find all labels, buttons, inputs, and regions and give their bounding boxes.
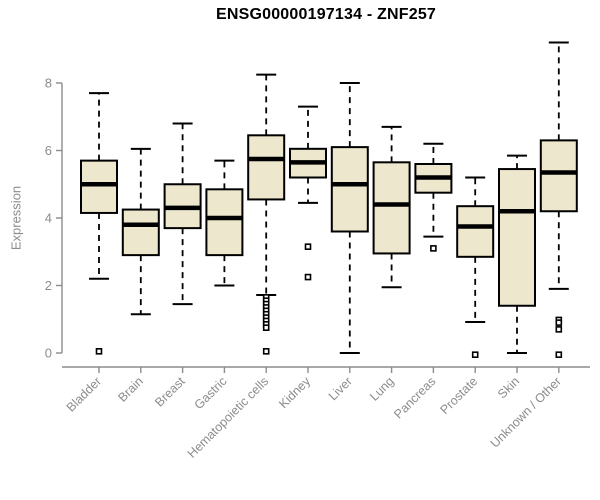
y-tick-label: 2 [45, 278, 52, 293]
outlier-point [471, 351, 479, 358]
box-iqr [205, 188, 244, 257]
box-iqr [80, 159, 118, 214]
x-category-label: Breast [152, 374, 188, 410]
outlier-point [555, 351, 563, 358]
x-category-label: Kidney [276, 374, 313, 411]
x-category-label: Liver [326, 374, 355, 403]
outlier-point [95, 348, 103, 355]
y-tick-label: 6 [45, 143, 52, 158]
outlier-point [555, 319, 563, 326]
outlier-point [262, 348, 270, 355]
box-iqr [372, 161, 411, 255]
x-category-label: Pancreas [391, 374, 438, 421]
x-category-label: Prostate [437, 374, 480, 417]
box-iqr [456, 205, 495, 258]
x-category-label: Gastric [192, 374, 230, 412]
x-category-label: Brain [115, 374, 146, 405]
box-iqr [539, 139, 578, 213]
x-category-label: Bladder [64, 374, 104, 414]
x-category-label: Hematopoietic cells [185, 374, 272, 461]
x-category-label: Unknown / Other [488, 374, 564, 450]
y-tick-label: 0 [45, 346, 52, 361]
y-tick-label: 4 [45, 211, 52, 226]
outlier-point [262, 324, 270, 331]
y-tick-label: 8 [45, 76, 52, 91]
x-category-label: Lung [367, 374, 397, 404]
outlier-point [304, 243, 312, 250]
outlier-point [430, 245, 437, 252]
box-iqr [498, 168, 536, 307]
x-category-label: Skin [495, 374, 522, 401]
box-iqr [247, 134, 286, 201]
box-iqr [330, 146, 369, 233]
chart-title: ENSG00000197134 - ZNF257 [215, 6, 437, 23]
outlier-point [304, 273, 312, 281]
box-iqr [121, 208, 160, 257]
outlier-point [555, 326, 563, 333]
